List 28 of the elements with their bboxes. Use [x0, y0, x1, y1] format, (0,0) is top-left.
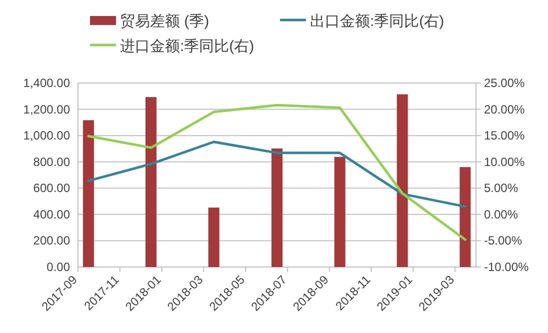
bar [396, 94, 408, 267]
bar [272, 148, 282, 267]
y-tick-label: 1,200.00 [23, 102, 70, 116]
y2-tick-label: -10.00% [484, 260, 530, 274]
legend-label: 贸易差额 (季) [120, 13, 210, 30]
y2-tick-label: -5.00% [484, 234, 522, 248]
bar [145, 97, 156, 267]
y-tick-label: 1,400.00 [23, 76, 70, 90]
y-tick-label: 0.00 [46, 260, 70, 274]
y2-tick-label: 0.00% [484, 207, 518, 222]
legend-label: 出口金额:季同比(右) [310, 13, 444, 30]
y2-tick-label: 10.00% [484, 154, 526, 169]
line-series [87, 140, 466, 208]
y2-tick-label: 15.00% [484, 128, 526, 143]
line-series [87, 104, 466, 241]
bar [82, 120, 94, 267]
legend-label: 进口金额:季同比(右) [120, 38, 254, 55]
bar [208, 208, 220, 267]
y-tick-label: 800.00 [33, 154, 70, 169]
y2-tick-label: 20.00% [484, 102, 526, 116]
y-tick-label: 1,000.00 [23, 128, 70, 143]
y-tick-label: 200.00 [33, 234, 70, 248]
y2-tick-label: 5.00% [484, 181, 518, 196]
y-tick-label: 600.00 [33, 181, 70, 196]
bar [334, 156, 346, 267]
y2-tick-label: 25.00% [484, 76, 526, 90]
bar [460, 167, 471, 267]
y-tick-label: 400.00 [33, 207, 70, 222]
